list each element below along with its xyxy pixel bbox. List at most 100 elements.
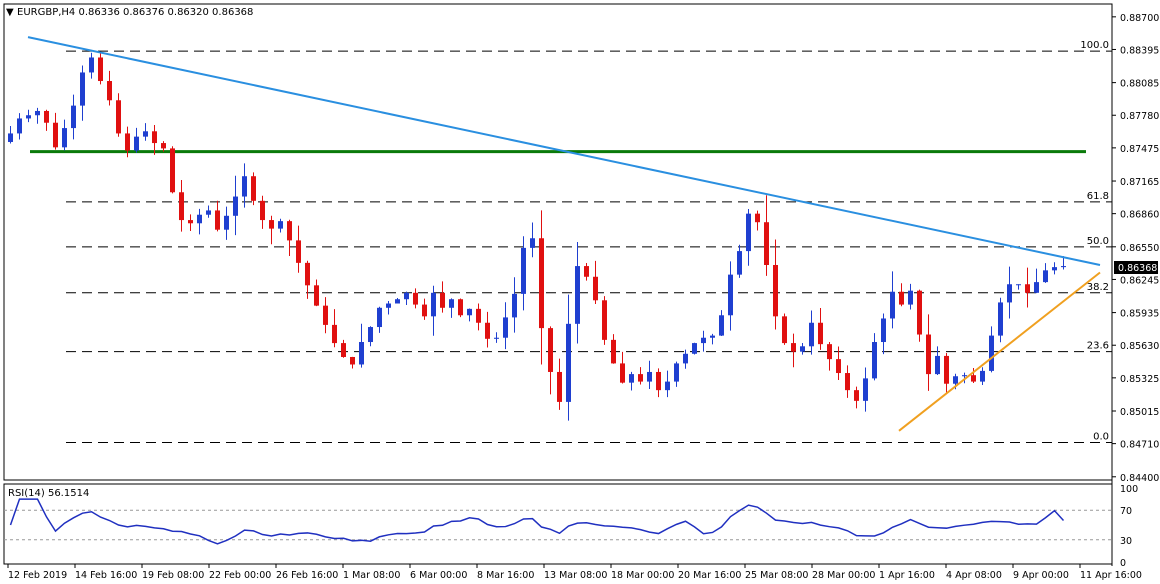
bear-candle (638, 374, 643, 382)
bear-candle (107, 81, 112, 101)
bull-candle (863, 378, 868, 401)
time-tick-label: 20 Mar 16:00 (678, 570, 741, 581)
symbol-dropdown-icon[interactable]: ▼ (6, 7, 14, 18)
bull-candle (26, 115, 31, 119)
bear-candle (584, 266, 589, 277)
price-tick-label: 0.85325 (1120, 374, 1159, 385)
bull-candle (467, 308, 472, 316)
bear-candle (845, 373, 850, 391)
bull-candle (800, 346, 805, 352)
bull-candle (143, 131, 148, 137)
fib-label: 23.6 (1087, 341, 1109, 352)
price-tick-label: 0.87165 (1120, 177, 1159, 188)
bull-candle (62, 128, 67, 148)
fib-label: 61.8 (1087, 191, 1109, 202)
bear-candle (539, 238, 544, 329)
time-tick-label: 6 Mar 00:00 (410, 570, 467, 581)
bear-candle (188, 220, 193, 224)
current-price-label: 0.86368 (1118, 263, 1157, 274)
price-tick-label: 0.87780 (1120, 111, 1159, 122)
bull-candle (746, 213, 751, 252)
trendline-layer (27, 36, 1101, 432)
time-tick-label: 19 Feb 08:00 (142, 570, 204, 581)
bull-candle (80, 72, 85, 106)
bull-candle (521, 247, 526, 294)
price-tick-label: 0.86860 (1120, 210, 1159, 221)
bear-candle (926, 334, 931, 375)
time-tick-label: 28 Mar 00:00 (812, 570, 875, 581)
bull-candle (872, 342, 877, 379)
price-tick-label: 0.86245 (1120, 275, 1159, 286)
time-tick-label: 14 Feb 16:00 (75, 570, 137, 581)
bear-candle (593, 276, 598, 301)
bear-candle (476, 308, 481, 323)
bear-candle (458, 299, 463, 316)
fib-label: 0.0 (1093, 432, 1109, 443)
price-panel (3, 3, 1113, 481)
bull-candle (890, 291, 895, 319)
bull-candle (377, 307, 382, 328)
bull-candle (647, 371, 652, 382)
bear-candle (422, 304, 427, 317)
fib-label: 50.0 (1087, 236, 1109, 247)
bear-candle (620, 363, 625, 383)
time-tick-label: 25 Mar 08:00 (745, 570, 808, 581)
bear-candle (116, 100, 121, 134)
rsi-header: RSI(14) 56.1514 (8, 488, 89, 499)
price-axis: 0.88700 0.88395 0.88085 0.87780 0.87475 0.871… (1112, 13, 1159, 484)
bear-candle (287, 221, 292, 241)
current-price-marker (1114, 261, 1158, 274)
bull-candle (449, 299, 454, 308)
bull-candle (953, 376, 958, 384)
bear-candle (899, 291, 904, 305)
bear-candle (170, 148, 175, 193)
bear-candle (791, 343, 796, 352)
bull-candle (1061, 266, 1066, 268)
rsi-indicator: 100 70 30 0 (4, 484, 1138, 569)
bear-candle (764, 222, 769, 265)
time-tick-label: 13 Mar 08:00 (544, 570, 607, 581)
bear-candle (485, 322, 490, 339)
time-tick-label: 22 Feb 00:00 (209, 570, 271, 581)
bull-candle (575, 266, 580, 324)
bull-candle (395, 299, 400, 304)
bull-candle (242, 176, 247, 197)
bear-candle (152, 131, 157, 144)
bear-candle (251, 176, 256, 201)
bull-candle (710, 335, 715, 338)
time-tick-label: 26 Feb 16:00 (276, 570, 338, 581)
bear-candle (323, 305, 328, 325)
bull-candle (134, 136, 139, 151)
time-tick-label: 1 Apr 16:00 (879, 570, 935, 581)
falling-trendline (27, 36, 1101, 266)
bear-candle (827, 344, 832, 360)
bull-candle (629, 374, 634, 383)
bear-candle (125, 133, 130, 151)
bear-candle (44, 110, 49, 123)
bear-candle (341, 343, 346, 357)
price-tick-label: 0.84400 (1120, 473, 1159, 484)
rsi-panel (3, 483, 1113, 565)
bear-candle (350, 356, 355, 365)
price-tick-label: 0.85935 (1120, 309, 1159, 320)
time-tick-label: 8 Mar 16:00 (477, 570, 534, 581)
bull-candle (701, 337, 706, 344)
price-tick-label: 0.87475 (1120, 144, 1159, 155)
rising-trendline (898, 271, 1101, 432)
price-tick-label: 0.85015 (1120, 407, 1159, 418)
time-tick-label: 4 Apr 08:00 (946, 570, 1002, 581)
price-tick-label: 0.88085 (1120, 79, 1159, 90)
bull-candle (278, 221, 283, 229)
bear-candle (818, 322, 823, 345)
bull-candle (881, 318, 886, 343)
bear-candle (332, 324, 337, 344)
bear-candle (305, 262, 310, 286)
bull-candle (35, 110, 40, 116)
bull-candle (233, 196, 238, 216)
time-axis: 12 Feb 2019 14 Feb 16:00 19 Feb 08:00 22 Fe… (7, 564, 1142, 581)
time-tick-label: 9 Apr 00:00 (1013, 570, 1069, 581)
bear-candle (314, 285, 319, 306)
bear-candle (611, 339, 616, 364)
bull-candle (683, 353, 688, 364)
bull-candle (719, 315, 724, 336)
